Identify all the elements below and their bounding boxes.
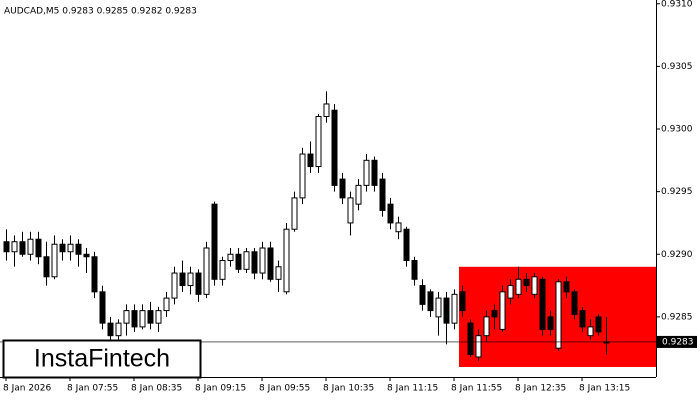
candle-body [499, 291, 506, 330]
candle-body [291, 197, 298, 230]
candle-body [227, 253, 234, 262]
candle-body [275, 266, 282, 280]
candle-body [83, 253, 90, 258]
candle-body [483, 316, 490, 337]
y-tick-label: 0.9300 [661, 125, 693, 135]
candle-body [51, 243, 58, 278]
candle-body [339, 178, 346, 199]
candle-body [363, 159, 370, 186]
x-tick-label: 8 Jan 09:15 [195, 384, 246, 394]
candle-body [523, 278, 530, 287]
candle-body [459, 291, 466, 312]
candle-body [235, 253, 242, 270]
candle-body [323, 103, 330, 117]
candle-body [107, 322, 114, 337]
candle-body [67, 243, 74, 253]
candle-body [187, 272, 194, 287]
y-tick-label: 0.9295 [661, 187, 693, 197]
candle-body [179, 272, 186, 287]
candle-body [19, 241, 26, 255]
x-tick-label: 8 Jan 13:15 [579, 384, 630, 394]
candle-body [75, 243, 82, 255]
candle-body [131, 310, 138, 328]
logo: InstaFintech [34, 345, 170, 373]
candle-body [347, 197, 354, 224]
candle-body [547, 316, 554, 330]
candle-body [259, 247, 266, 274]
candle-body [99, 291, 106, 324]
candle-body [587, 326, 594, 337]
candle-body [123, 310, 130, 324]
candle-body [43, 256, 50, 278]
candle-body [355, 184, 362, 205]
candle-body [403, 228, 410, 262]
candle-body [331, 109, 338, 186]
y-tick-label: 0.9310 [661, 0, 693, 9]
candle-body [315, 115, 322, 168]
candle-body [563, 281, 570, 293]
candle-body [467, 322, 474, 355]
candle-body [3, 241, 10, 253]
candle-body [395, 222, 402, 233]
candle-body [147, 310, 154, 324]
candle-body [531, 276, 538, 295]
candle-body [387, 203, 394, 224]
candle-body [411, 260, 418, 280]
x-tick-label: 8 Jan 2026 [3, 384, 51, 394]
candle-body [571, 291, 578, 315]
candle-body [163, 297, 170, 312]
x-tick-label: 8 Jan 11:55 [451, 384, 502, 394]
candle-body [419, 285, 426, 305]
candle-body [435, 297, 442, 318]
candle-body [451, 293, 458, 324]
header: AUDCAD,M5 0.9283 0.9285 0.9282 0.9283 [4, 7, 197, 17]
candle-body [579, 310, 586, 328]
candle-body [555, 281, 562, 349]
candle-body [11, 241, 18, 253]
candle-body [299, 153, 306, 199]
candle-body [243, 251, 250, 270]
y-tick-label: 0.9290 [661, 250, 693, 260]
last-price-label: 0.9283 [662, 337, 694, 347]
candle-body [595, 316, 602, 333]
candle-body [27, 238, 34, 255]
candle-body [195, 272, 202, 295]
candle-body [219, 260, 226, 280]
candle-body [91, 256, 98, 293]
candle-body [35, 238, 42, 258]
candle-body [491, 310, 498, 318]
plot [0, 91, 656, 367]
y-tick-label: 0.9285 [661, 312, 693, 322]
candle-body [507, 285, 514, 299]
candle-body [379, 178, 386, 211]
candle-body [203, 247, 210, 295]
candle-body [427, 291, 434, 312]
candle-body [267, 247, 274, 280]
candle-body [139, 310, 146, 328]
x-tick-label: 8 Jan 10:35 [323, 384, 374, 394]
logo-box [2, 339, 202, 379]
candle-body [211, 203, 218, 280]
candle-body [251, 251, 258, 274]
x-tick-label: 8 Jan 11:15 [387, 384, 438, 394]
candle-body [307, 153, 314, 168]
x-tick-label: 8 Jan 12:35 [515, 384, 566, 394]
candle-body [539, 278, 546, 330]
y-tick-label: 0.9305 [661, 62, 693, 72]
candle-body [515, 278, 522, 295]
candle-body [59, 243, 66, 253]
candle-body [371, 159, 378, 186]
x-tick-label: 8 Jan 07:55 [67, 384, 118, 394]
x-tick-label: 8 Jan 08:35 [131, 384, 182, 394]
candle-body [115, 322, 122, 337]
x-tick-label: 8 Jan 09:55 [259, 384, 310, 394]
candle-body [171, 272, 178, 299]
candle-body [475, 335, 482, 358]
last-price-box [657, 335, 697, 348]
candle-body [283, 228, 290, 293]
candle-body [443, 297, 450, 324]
candle-body [155, 310, 162, 324]
